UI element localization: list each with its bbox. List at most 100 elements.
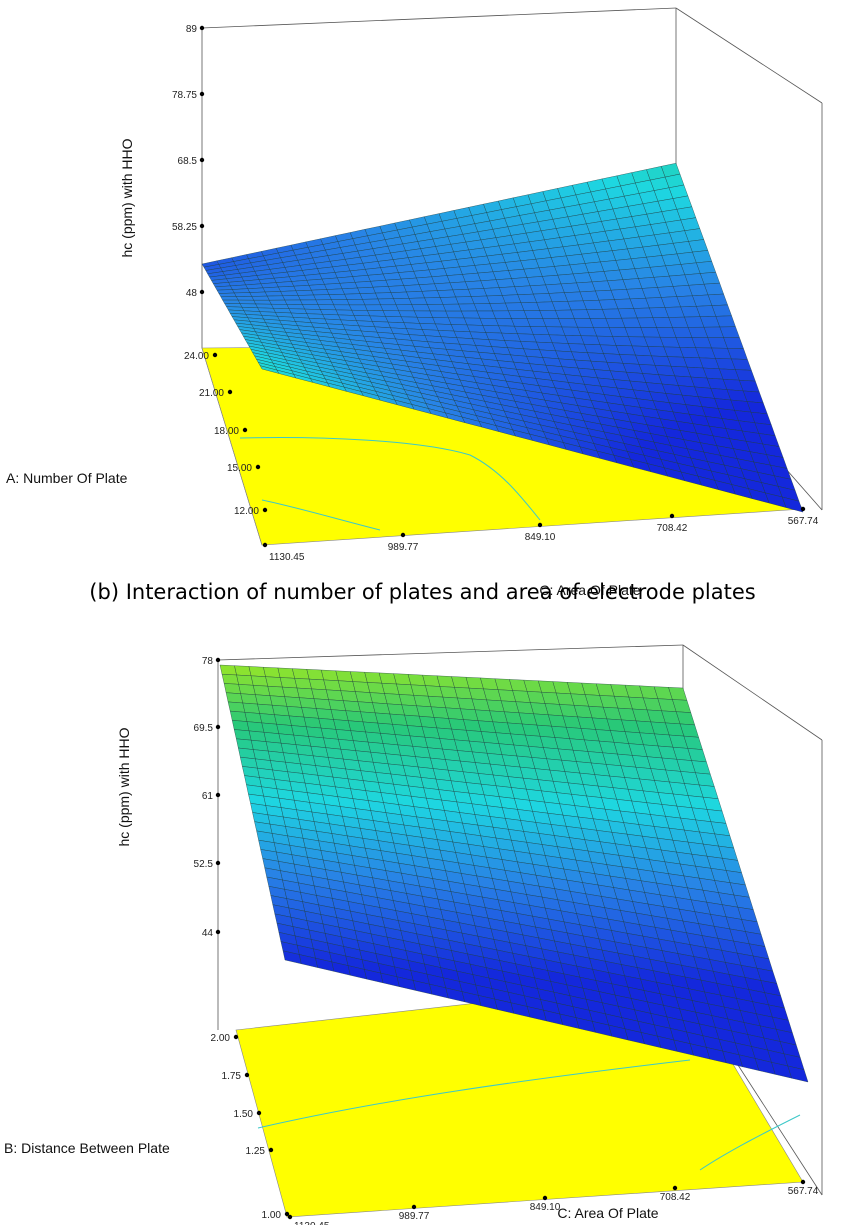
surface-cell — [335, 729, 354, 741]
surface-cell — [787, 1065, 809, 1083]
surface-cell — [296, 687, 315, 699]
y-tick-mark — [800, 506, 806, 512]
surface-cell — [294, 678, 312, 690]
surface-cell — [219, 664, 237, 676]
surface-cell — [320, 309, 339, 316]
surface-cell — [498, 286, 518, 296]
surface-cell — [300, 299, 319, 305]
y-tick-label: 708.42 — [657, 523, 688, 534]
surface-cell — [274, 714, 292, 726]
x-axis-label: B: Distance Between Plate — [4, 1140, 170, 1156]
response-surface — [219, 664, 809, 1083]
z-tick-mark — [215, 792, 221, 798]
surface-cell — [308, 284, 327, 291]
contour-line — [699, 1114, 801, 1171]
surface-cell — [311, 688, 329, 700]
surface-cell — [233, 729, 252, 741]
surface-cell — [218, 292, 237, 297]
y-tick-mark — [262, 542, 268, 548]
surface-cell — [326, 288, 345, 295]
z-tick-label: 48 — [186, 288, 198, 299]
surface-cell — [427, 304, 446, 312]
x-tick-label: 21.00 — [199, 388, 224, 399]
surface-cell — [299, 697, 317, 709]
surface-cell — [318, 718, 337, 730]
z-tick-label: 44 — [202, 928, 214, 939]
surface-cell — [401, 316, 420, 324]
z-axis-label: hc (ppm) with HHO — [119, 138, 135, 257]
y-tick-mark — [542, 1195, 548, 1201]
surface-cell — [364, 672, 383, 684]
z-tick-mark — [215, 929, 221, 935]
surface-cell — [382, 310, 402, 317]
surface-cell — [432, 317, 452, 325]
x-tick-mark — [262, 507, 268, 513]
x-tick-mark — [227, 389, 233, 395]
surface-plot-b: 78 69.5 61 52.5 44 2.00 1.75 1.50 1.25 1.00 1130.4… — [0, 610, 845, 1225]
surface-cell — [321, 669, 339, 681]
surface-cell — [511, 277, 531, 287]
z-tick-mark — [199, 25, 205, 31]
surface-cell — [304, 308, 323, 315]
surface-cell — [338, 680, 356, 692]
x-tick-mark — [212, 352, 218, 358]
surface-cell — [459, 265, 478, 275]
x-tick-label: 1.50 — [234, 1109, 254, 1120]
surface-cell — [418, 283, 438, 292]
surface-cell — [486, 254, 506, 265]
x-tick-mark — [268, 1147, 274, 1153]
box-edge — [201, 7, 677, 29]
surface-cell — [282, 295, 301, 301]
y-tick-mark — [411, 1204, 417, 1210]
surface-cell — [261, 722, 280, 734]
surface-cell — [458, 303, 478, 312]
surface-cell — [302, 304, 321, 310]
surface-cell — [292, 668, 310, 680]
surface-cell — [232, 288, 250, 294]
surface-cell — [483, 287, 503, 297]
x-tick-mark — [284, 1211, 290, 1217]
surface-cell — [450, 324, 471, 332]
surface-cell — [398, 271, 417, 280]
surface-cell — [338, 739, 357, 751]
surface-cell — [428, 268, 448, 277]
surface-plot-b-svg: 78 69.5 61 52.5 44 2.00 1.75 1.50 1.25 1.00 1130.4… — [4, 644, 823, 1225]
y-tick-mark — [287, 1214, 293, 1220]
surface-cell — [431, 275, 451, 284]
x-tick-label: 12.00 — [234, 506, 259, 517]
surface-cell — [225, 692, 244, 704]
surface-cell — [263, 732, 282, 744]
z-tick-label: 61 — [202, 791, 214, 802]
surface-cell — [237, 299, 256, 305]
surface-cell — [250, 740, 269, 752]
surface-cell — [359, 292, 379, 300]
surface-cell — [429, 310, 449, 318]
surface-cell — [495, 278, 515, 288]
z-tick-mark — [199, 223, 205, 229]
surface-cell — [238, 684, 256, 695]
surface-cell — [463, 317, 484, 326]
x-tick-label: 1.25 — [246, 1146, 266, 1157]
surface-cell — [492, 310, 512, 319]
x-tick-mark — [242, 427, 248, 433]
x-tick-mark — [244, 1072, 250, 1078]
y-tick-mark — [669, 513, 675, 519]
y-tick-label: 1130.45 — [294, 1221, 330, 1225]
z-tick-label: 89 — [186, 24, 198, 35]
surface-cell — [278, 286, 297, 292]
surface-cell — [403, 322, 423, 330]
surface-cell — [362, 298, 381, 306]
surface-cell — [467, 288, 487, 297]
surface-cell — [505, 302, 525, 311]
surface-cell — [277, 667, 295, 679]
surface-cell — [328, 294, 348, 300]
surface-cell — [246, 721, 265, 733]
surface-cell — [276, 724, 294, 736]
box-edge — [217, 644, 684, 661]
surface-cell — [344, 293, 363, 300]
surface-cell — [474, 263, 494, 274]
surface-cell — [266, 295, 286, 301]
surface-cell — [234, 665, 252, 676]
x-tick-label: 1.00 — [262, 1210, 282, 1221]
surface-cell — [333, 719, 352, 731]
